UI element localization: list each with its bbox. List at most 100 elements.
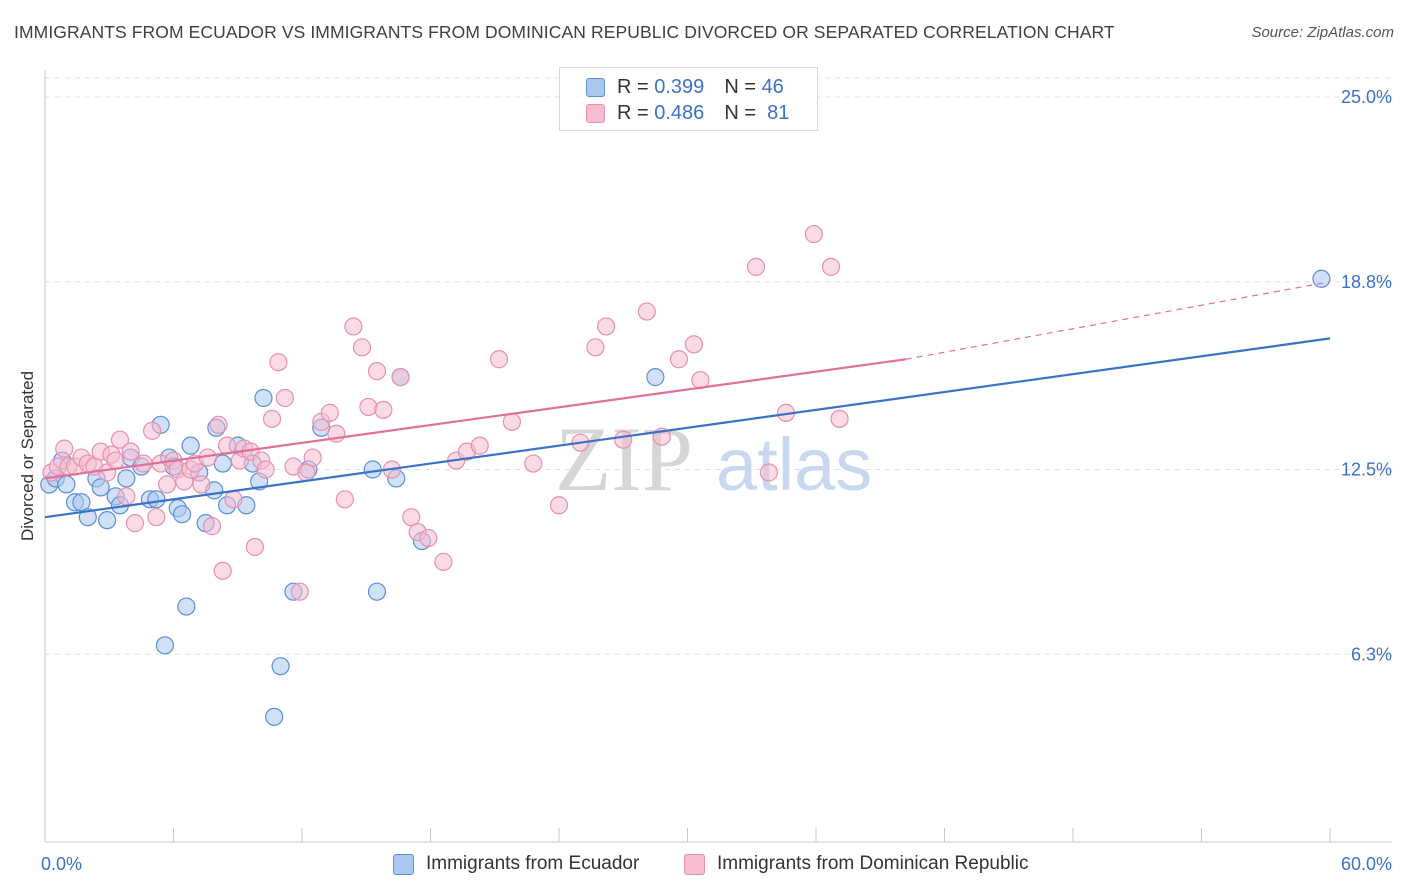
point-dominican: [352, 338, 372, 357]
legend-r-label: R =: [617, 75, 649, 98]
bottom-legend-label-ecuador: Immigrants from Ecuador: [426, 853, 640, 874]
watermark-zip: ZIP: [555, 408, 693, 510]
point-dominican: [614, 430, 633, 449]
point-dominican: [209, 415, 228, 434]
point-dominican: [391, 368, 410, 387]
bottom-legend-label-dominican: Immigrants from Dominican Republic: [717, 853, 1029, 874]
point-dominican: [597, 317, 616, 336]
y-tick-label: 6.3%: [1351, 644, 1392, 664]
point-dominican: [269, 353, 288, 372]
point-dominican: [502, 412, 521, 431]
point-dominican: [192, 475, 211, 494]
legend-n-label: N =: [724, 75, 756, 98]
point-ecuador: [57, 475, 76, 494]
chart-title: IMMIGRANTS FROM ECUADOR VS IMMIGRANTS FR…: [14, 22, 1115, 42]
point-ecuador: [147, 490, 166, 509]
point-dominican: [549, 496, 569, 515]
watermark-atlas: atlas: [716, 423, 872, 506]
point-ecuador: [254, 388, 273, 408]
point-ecuador: [155, 636, 175, 655]
y-tick-label: 18.8%: [1341, 272, 1392, 292]
point-dominican: [106, 451, 125, 470]
trend-lines: [44, 281, 1331, 519]
point-dominican: [434, 552, 453, 571]
legend-n-value-dominican: 81: [767, 101, 790, 124]
point-dominican: [224, 490, 243, 509]
point-dominican: [320, 403, 339, 422]
point-ecuador: [363, 460, 382, 479]
bottom-legend-dominican: Immigrants from Dominican Republic: [684, 851, 1029, 877]
point-ecuador: [265, 707, 284, 726]
bottom-legend-ecuador: Immigrants from Ecuador: [393, 851, 639, 877]
point-dominican: [804, 224, 823, 244]
source-note: Source: ZipAtlas.com: [1251, 24, 1394, 41]
point-ecuador: [271, 657, 290, 676]
point-dominican: [669, 350, 689, 369]
point-dominican: [419, 528, 438, 548]
x-tick-label: 60.0%: [1341, 854, 1392, 874]
point-dominican: [830, 409, 849, 428]
point-ecuador: [172, 505, 192, 524]
point-dominican: [367, 362, 387, 381]
point-ecuador: [181, 436, 200, 455]
point-ecuador: [78, 508, 97, 527]
point-dominican: [245, 537, 264, 557]
point-dominican: [303, 448, 322, 467]
point-dominican: [213, 561, 232, 580]
trend-line-dominican-extension: [905, 281, 1331, 360]
point-dominican: [489, 350, 509, 369]
point-dominican: [202, 517, 222, 536]
x-tick-label: 0.0%: [41, 854, 82, 874]
series-dominican-points: [42, 224, 849, 601]
point-dominican: [344, 317, 363, 336]
bottom-legend-swatch-ecuador: [393, 853, 414, 875]
legend-row-ecuador: R = 0.399 N = 46: [586, 75, 784, 99]
point-dominican: [256, 460, 275, 479]
trend-line-ecuador: [44, 337, 1331, 519]
point-dominican: [586, 338, 605, 357]
point-dominican: [759, 463, 778, 482]
legend-swatch-dominican: [586, 103, 605, 123]
point-ecuador: [646, 368, 665, 387]
legend-r-label: R =: [617, 101, 649, 124]
legend-swatch-ecuador: [586, 77, 605, 97]
axes: [44, 70, 1392, 843]
point-dominican: [821, 257, 841, 276]
point-dominican: [684, 335, 704, 354]
point-ecuador: [117, 469, 136, 488]
point-ecuador: [367, 582, 387, 601]
point-dominican: [125, 514, 145, 533]
bottom-legend-swatch-dominican: [684, 853, 705, 875]
y-tick-label: 12.5%: [1341, 460, 1392, 480]
point-dominican: [157, 475, 177, 494]
legend-box: R = 0.399 N = 46 R = 0.486 N = 81: [559, 67, 818, 131]
watermark: ZIP atlas: [555, 408, 872, 510]
legend-r-value-ecuador: 0.399: [654, 75, 705, 98]
point-dominican: [359, 397, 378, 417]
point-dominican: [746, 257, 766, 276]
tick-labels: 6.3% 12.5% 18.8% 25.0% 0.0% 60.0%: [41, 87, 1392, 874]
point-dominican: [262, 409, 282, 428]
legend-row-dominican: R = 0.486 N = 81: [586, 101, 789, 125]
legend-n-value-ecuador: 46: [761, 75, 784, 98]
y-tick-label: 25.0%: [1341, 87, 1392, 107]
point-dominican: [374, 400, 393, 419]
point-dominican: [142, 421, 162, 440]
point-dominican: [121, 442, 140, 461]
point-dominican: [275, 388, 294, 408]
point-ecuador: [1312, 269, 1331, 288]
legend-n-label: N =: [724, 101, 756, 124]
point-dominican: [55, 439, 74, 458]
legend-r-value-dominican: 0.486: [654, 101, 705, 124]
point-dominican: [335, 490, 354, 509]
grid-lines: [45, 77, 1392, 655]
point-dominican: [637, 302, 656, 321]
point-ecuador: [98, 511, 117, 530]
point-dominican: [524, 454, 543, 473]
point-dominican: [290, 582, 309, 601]
point-dominican: [470, 436, 489, 455]
point-dominican: [110, 430, 130, 449]
point-dominican: [147, 508, 166, 527]
y-axis-label: Divorced or Separated: [18, 371, 37, 541]
